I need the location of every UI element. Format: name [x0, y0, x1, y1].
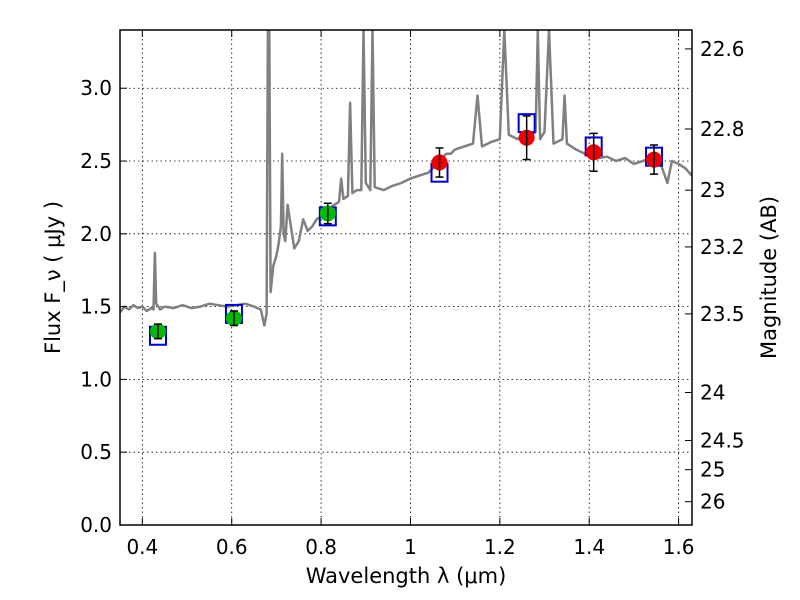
- y-tick-label: 2.5: [80, 149, 112, 173]
- y2-tick-label: 24: [700, 381, 725, 405]
- y2-tick-label: 25: [700, 458, 725, 482]
- ticks: 0.4 0.6 0.8 1 1.2 1.4 1.6 0.0 0.5 1.0 1.5 2.0 2.5 3.0…: [80, 30, 745, 559]
- y-tick-label: 3.0: [80, 76, 112, 100]
- y2-tick-label: 26: [700, 490, 725, 514]
- x-tick-label: 0.8: [305, 535, 337, 559]
- y2-tick-label: 24.5: [700, 429, 745, 453]
- y2-tick-label: 22.6: [700, 37, 745, 61]
- photometry-layer: [148, 113, 664, 346]
- x-tick-label: 0.6: [216, 535, 248, 559]
- spectrum-line: [120, 30, 692, 327]
- y-tick-label: 0.5: [80, 440, 112, 464]
- plot-frame: [119, 29, 693, 526]
- y-tick-label: 2.0: [80, 222, 112, 246]
- y-tick-label: 1.0: [80, 367, 112, 391]
- y2-tick-label: 23.2: [700, 235, 745, 259]
- x-tick-label: 1: [404, 535, 417, 559]
- y2-tick-label: 23: [700, 178, 725, 202]
- spectrum-layer: [120, 30, 692, 327]
- y2-tick-label: 23.5: [700, 302, 745, 326]
- x-tick-label: 1.2: [484, 535, 516, 559]
- y2-tick-label: 22.8: [700, 117, 745, 141]
- x-axis-label: Wavelength λ (μm): [306, 564, 507, 588]
- x-tick-label: 0.4: [126, 535, 158, 559]
- grid: [120, 30, 692, 526]
- y-tick-label: 0.0: [80, 513, 112, 537]
- y-axis-label: Flux F_ν ( μJy ): [41, 201, 66, 354]
- x-tick-label: 1.4: [573, 535, 605, 559]
- y-tick-label: 1.5: [80, 295, 112, 319]
- x-tick-label: 1.6: [663, 535, 695, 559]
- y2-axis-label: Magnitude (AB): [757, 196, 781, 359]
